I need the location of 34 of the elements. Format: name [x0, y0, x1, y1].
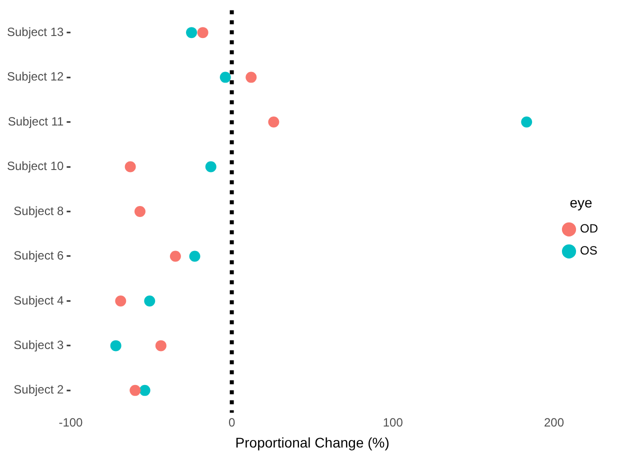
point	[268, 116, 280, 128]
y-tick-label: Subject 11	[8, 114, 64, 128]
point	[205, 161, 216, 172]
x-tick-label: 100	[382, 415, 404, 430]
point	[186, 27, 198, 38]
point	[521, 116, 532, 128]
point	[246, 72, 257, 83]
y-tick-label: Subject 4	[14, 293, 64, 308]
x-tick-label: -100	[58, 415, 84, 430]
point	[189, 250, 200, 262]
point	[130, 384, 141, 396]
point	[197, 27, 208, 38]
point	[115, 295, 126, 306]
point	[170, 250, 181, 262]
point	[144, 295, 156, 306]
y-tick-label: Subject 6	[14, 248, 64, 263]
y-tick-label: Subject 8	[14, 204, 64, 218]
x-tick-label: 0	[228, 415, 236, 430]
legend-title: eye	[570, 194, 592, 210]
y-tick-label: Subject 12	[6, 70, 64, 84]
legend-label: OD	[580, 222, 598, 236]
x-axis-title: Proportional Change (%)	[235, 434, 390, 450]
y-tick-label: Subject 2	[14, 382, 64, 397]
y-tick-label: Subject 3	[14, 338, 64, 352]
y-tick-label: Subject 13	[6, 24, 64, 39]
point	[134, 206, 146, 217]
x-tick-label: 200	[544, 415, 564, 430]
point	[124, 161, 136, 172]
point	[110, 340, 122, 352]
y-tick-label: Subject 10	[6, 159, 64, 174]
legend-label: OS	[580, 244, 598, 258]
point	[139, 384, 150, 396]
point	[155, 340, 166, 352]
point	[220, 72, 231, 83]
